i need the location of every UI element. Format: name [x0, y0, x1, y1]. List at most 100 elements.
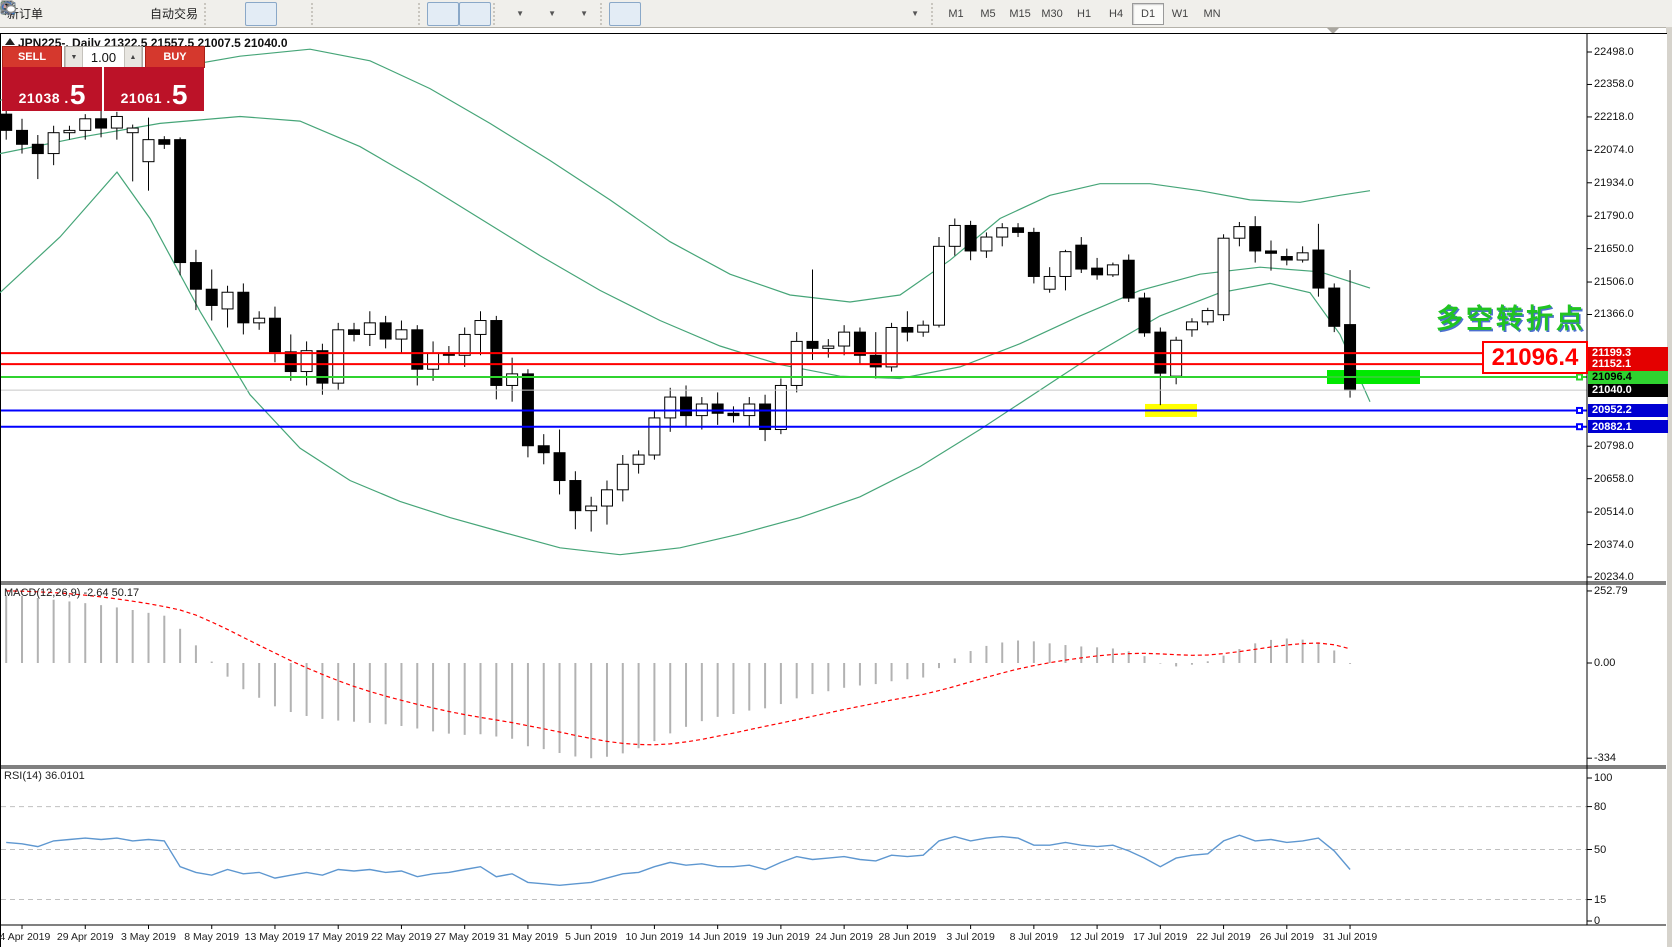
date-axis-label: 8 Jul 2019 [1009, 931, 1059, 943]
date-axis-label: 31 May 2019 [497, 931, 559, 943]
buy-button[interactable]: BUY [145, 46, 205, 68]
candlestick [95, 118, 108, 129]
timeframe-m15-button[interactable]: M15 [1009, 7, 1031, 20]
oneclick-collapse-icon[interactable] [5, 38, 15, 45]
date-axis-label: 24 Jun 2019 [815, 931, 874, 943]
candlestick [537, 445, 550, 454]
bollinger-middle-band [0, 115, 1371, 380]
price-line-axis-label: 21040.0 [1588, 383, 1668, 397]
candlestick [901, 326, 914, 333]
toolbar-button-label: 新订单 [7, 7, 44, 21]
macd-axis-tick-label: -334 [1594, 752, 1617, 765]
timeframe-d1-button[interactable]: D1 [1132, 2, 1165, 25]
candlestick [1075, 244, 1088, 270]
candlestick [1185, 321, 1198, 331]
toolbar-separator [204, 2, 211, 25]
candlestick [838, 331, 851, 347]
candlestick [1012, 227, 1025, 233]
sell-price[interactable]: 21038 . 5 [2, 67, 104, 111]
candlestick [1265, 250, 1277, 254]
timeframe-m30-button[interactable]: M30 [1041, 7, 1063, 20]
date-axis-label: 31 Jul 2019 [1322, 931, 1378, 943]
candlestick [63, 129, 76, 134]
candlestick [869, 354, 882, 368]
candlestick [553, 452, 566, 482]
date-axis-label: 8 May 2019 [184, 931, 240, 943]
candlestick [806, 340, 819, 349]
price-line-marker [1578, 375, 1581, 379]
timeframe-m1-button[interactable]: M1 [948, 7, 964, 20]
sell-button[interactable]: SELL [2, 46, 62, 68]
volume-down-button[interactable]: ▼ [65, 47, 83, 67]
rsi-axis-tick-label: 100 [1594, 772, 1613, 784]
chevron-down-icon[interactable]: ▼ [548, 9, 556, 18]
chevron-down-icon[interactable]: ▼ [516, 9, 524, 18]
candlestick [284, 351, 297, 373]
candlestick [980, 236, 993, 252]
window-edge [1666, 27, 1672, 947]
date-axis-label: 22 May 2019 [371, 931, 432, 943]
date-axis-label: 19 Jun 2019 [751, 931, 810, 943]
timeframe-h1-button[interactable]: H1 [1077, 7, 1092, 20]
candlestick [31, 143, 44, 155]
candlestick [0, 113, 13, 131]
price-axis-tick-label: 21934.0 [1594, 176, 1634, 189]
rsi-axis-tick-label: 80 [1594, 800, 1607, 813]
candlestick [221, 291, 234, 310]
timeframe-mn-button[interactable]: MN [1203, 7, 1221, 20]
candlestick [1344, 324, 1357, 391]
candlestick [1312, 249, 1325, 289]
volume-up-button[interactable]: ▲ [124, 47, 142, 67]
chevron-down-icon[interactable]: ▼ [580, 9, 588, 18]
price-axis-tick-label: 22358.0 [1594, 78, 1634, 91]
date-axis-label: 12 Jul 2019 [1069, 931, 1125, 943]
candlestick [1091, 267, 1104, 276]
date-axis-label: 3 May 2019 [121, 931, 176, 943]
pane-collapse-icon[interactable] [1327, 28, 1339, 34]
candlestick [174, 139, 187, 264]
rsi-line [6, 834, 1351, 887]
buy-price[interactable]: 21061 . 5 [104, 67, 204, 111]
candlestick [348, 329, 361, 335]
timeframe-m5-button[interactable]: M5 [980, 7, 996, 20]
candlestick [585, 505, 598, 512]
price-axis-tick-label: 22074.0 [1594, 144, 1634, 157]
toolbar-separator [418, 2, 425, 25]
volume-value[interactable]: 1.00 [90, 49, 117, 65]
candlestick [126, 127, 139, 134]
price-callout-box: 21096.4 [1482, 341, 1588, 374]
rsi-axis-tick-label: 0 [1594, 915, 1601, 927]
timeframe-h4-button[interactable]: H4 [1109, 7, 1124, 20]
chart-shift-button[interactable] [2, 1, 492, 26]
candlestick [616, 463, 629, 491]
price-line-axis-label: 21096.4 [1588, 370, 1668, 384]
candlestick [1280, 256, 1293, 261]
candlestick [474, 320, 487, 335]
date-axis-label: 13 May 2019 [244, 931, 306, 943]
candlestick [300, 350, 313, 373]
date-axis-label: 17 May 2019 [307, 931, 369, 943]
price-axis-tick-label: 20234.0 [1594, 570, 1634, 583]
bollinger-lower-band [0, 171, 1371, 556]
candlestick [427, 352, 440, 370]
price-axis-tick-label: 21506.0 [1594, 276, 1634, 289]
candlestick [727, 412, 740, 417]
macd-axis-tick-label: 252.79 [1594, 584, 1628, 597]
candlestick [711, 403, 724, 414]
chevron-down-icon[interactable]: ▼ [911, 9, 919, 18]
candlestick [853, 331, 866, 356]
price-axis-tick-label: 20374.0 [1594, 538, 1634, 551]
price-axis-tick-label: 22498.0 [1594, 46, 1634, 58]
toolbar-button-label: 自动交易 [150, 7, 199, 21]
macd-axis-tick-label: 0.00 [1594, 657, 1616, 669]
candlestick [1122, 259, 1135, 299]
candlestick [47, 132, 60, 155]
timeframe-w1-button[interactable]: W1 [1171, 7, 1189, 20]
candlestick [680, 396, 693, 417]
candlestick [996, 227, 1009, 238]
candlestick [1170, 339, 1183, 377]
one-click-trading-panel: SELL ▼ 1.00 ▲ BUY 21038 . 5 21061 . 5 [2, 46, 205, 112]
